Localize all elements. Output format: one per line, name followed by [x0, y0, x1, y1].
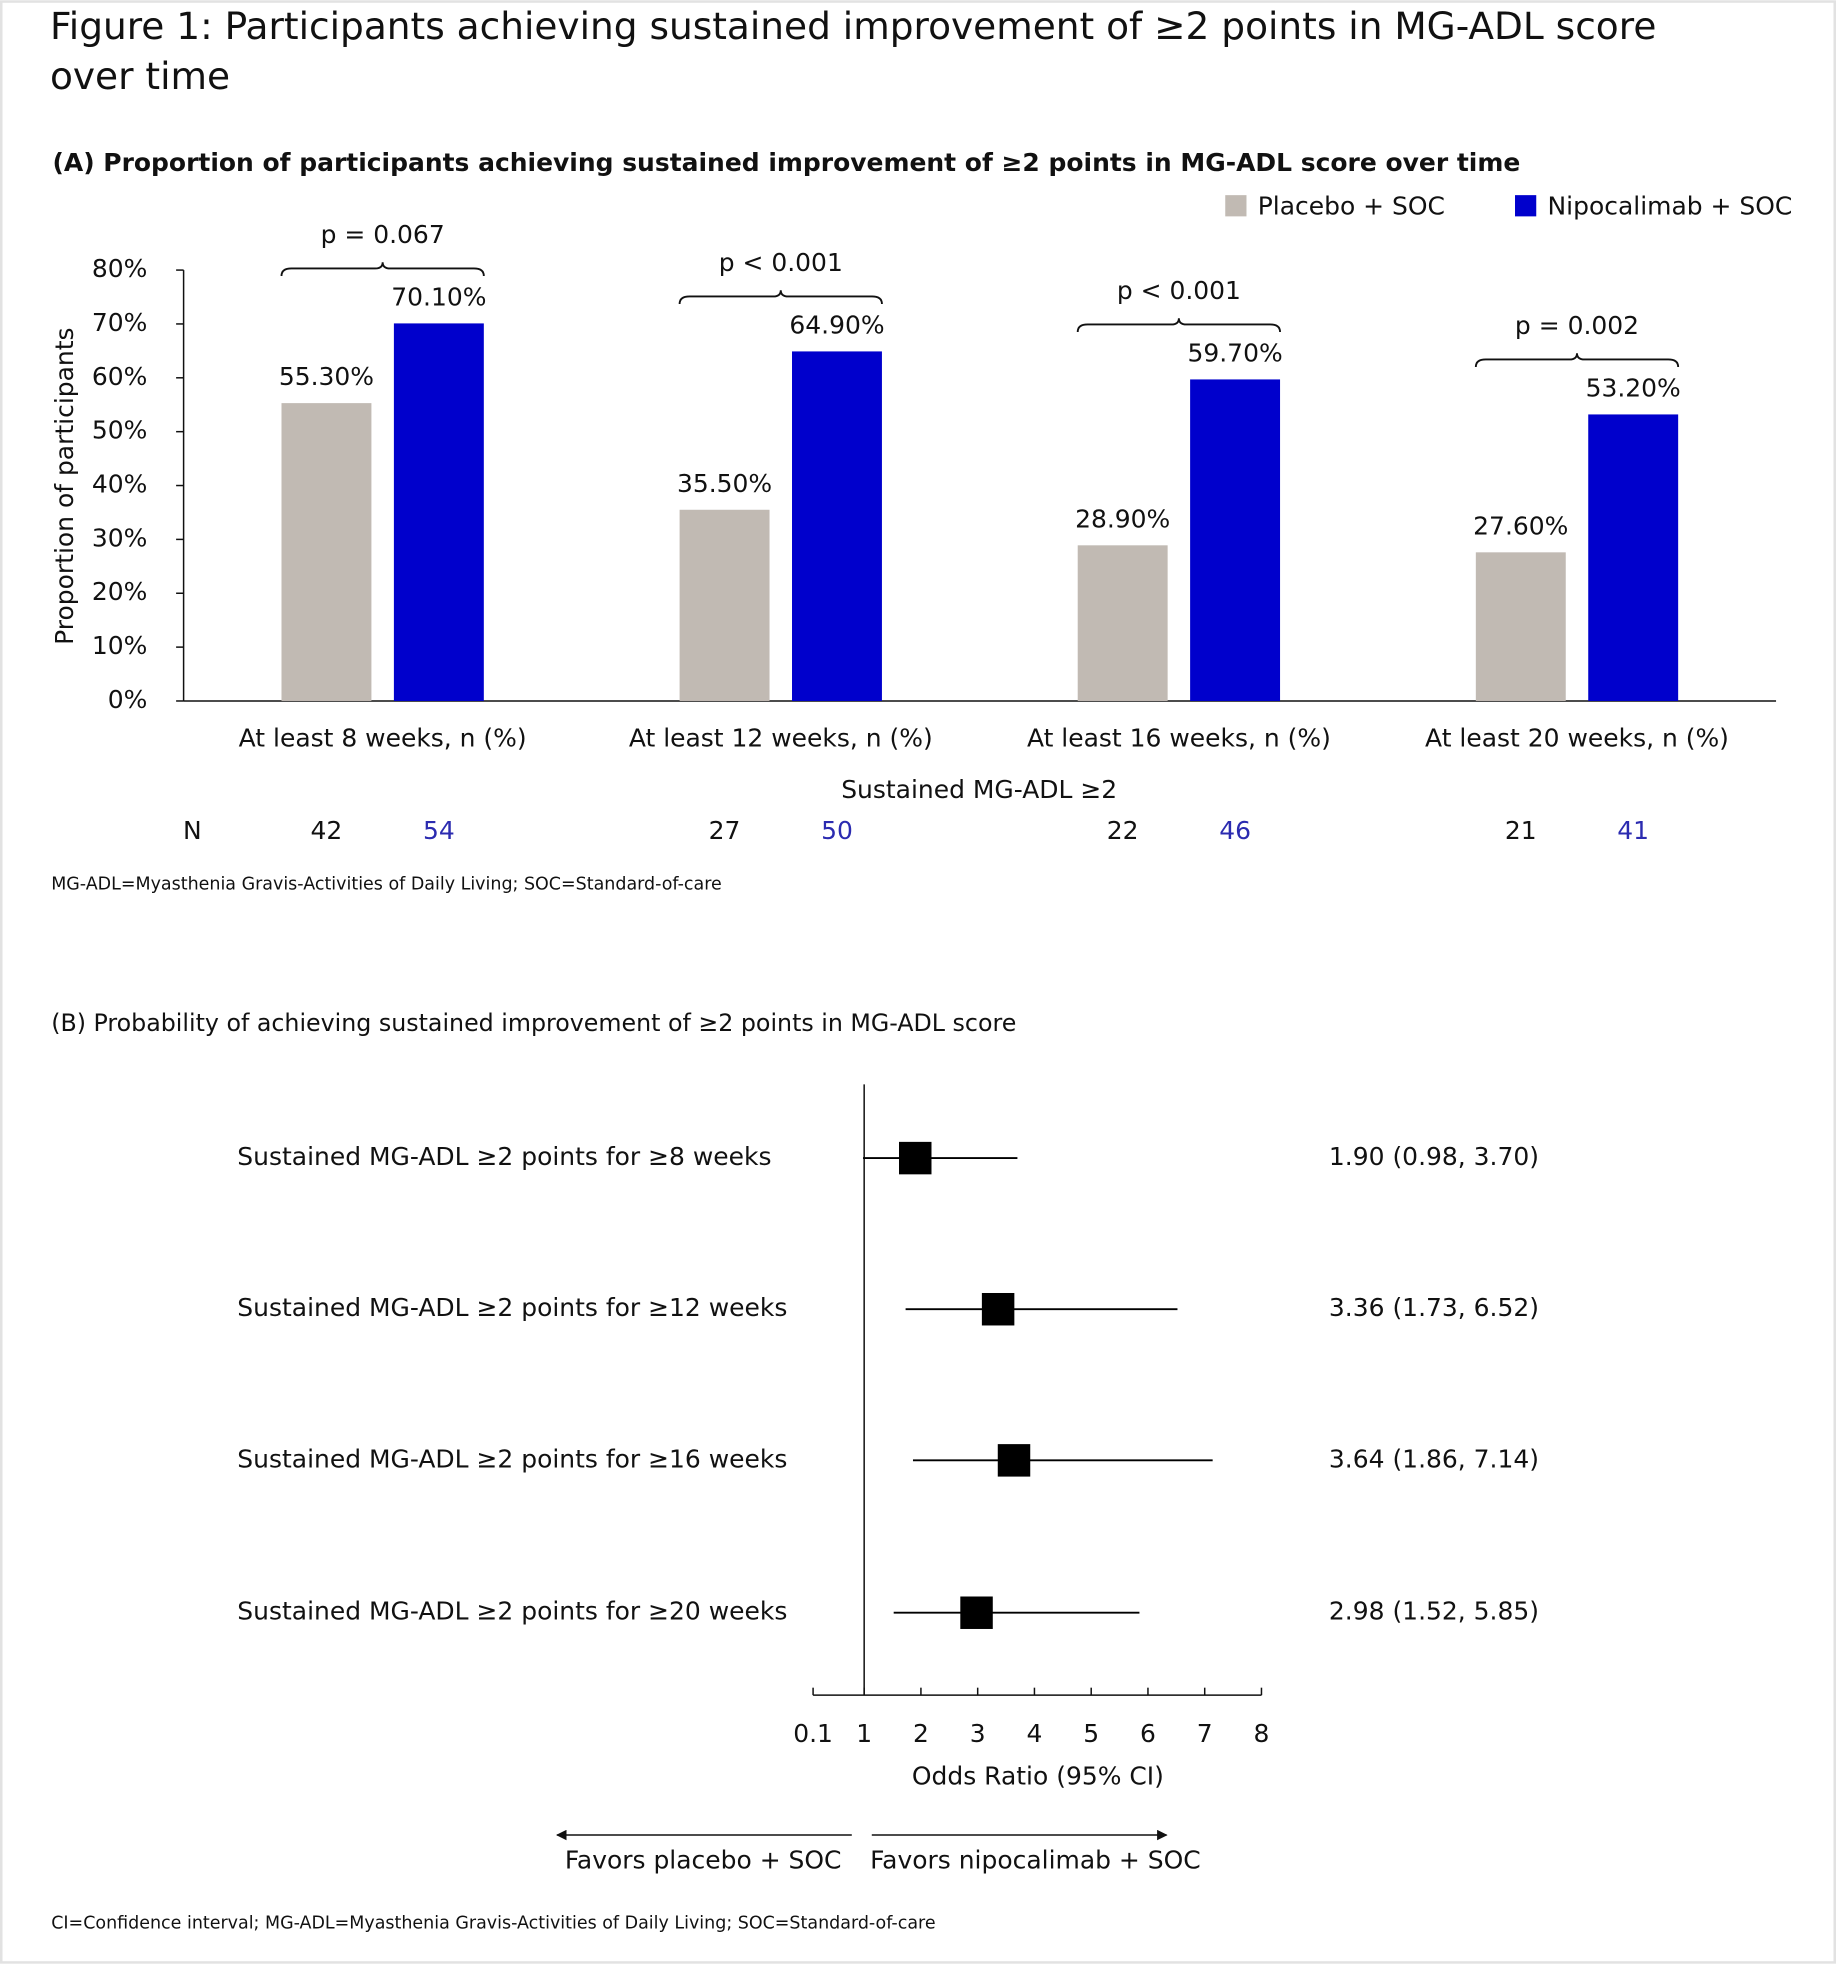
- value-label: 64.90%: [789, 310, 884, 339]
- x-tick-label: At least 8 weeks, n (%): [239, 724, 527, 753]
- p-value: p < 0.001: [719, 248, 843, 277]
- x-tick-label: 1: [856, 1719, 872, 1748]
- bar: [1588, 414, 1679, 701]
- row-label: Sustained MG-ADL ≥2 points for ≥20 weeks: [237, 1597, 787, 1626]
- n-count: 50: [821, 816, 853, 845]
- n-count: 42: [311, 816, 343, 845]
- row-label: Sustained MG-ADL ≥2 points for ≥8 weeks: [237, 1142, 771, 1171]
- footnote: MG-ADL=Myasthenia Gravis-Activities of D…: [51, 875, 722, 895]
- n-count: 27: [709, 816, 741, 845]
- legend-label: Nipocalimab + SOC: [1547, 192, 1792, 221]
- y-tick-label: 30%: [92, 523, 148, 552]
- x-axis-label: Sustained MG-ADL ≥2: [841, 775, 1117, 804]
- point-estimate: [981, 1292, 1015, 1326]
- n-count: 21: [1505, 816, 1537, 845]
- legend-label: Placebo + SOC: [1258, 192, 1445, 221]
- value-label: 55.30%: [279, 362, 374, 391]
- x-tick-label: 8: [1254, 1719, 1270, 1748]
- value-label: 59.70%: [1187, 338, 1282, 367]
- value-label: 27.60%: [1473, 511, 1568, 540]
- value-label: 53.20%: [1586, 373, 1681, 402]
- n-count: 22: [1107, 816, 1139, 845]
- value-label: 70.10%: [391, 282, 486, 311]
- x-tick-label: 5: [1083, 1719, 1099, 1748]
- y-tick-label: 60%: [92, 362, 148, 391]
- x-tick-label: At least 20 weeks, n (%): [1425, 724, 1729, 753]
- y-tick-label: 10%: [92, 631, 148, 660]
- bar: [393, 323, 484, 701]
- x-axis-label: Odds Ratio (95% CI): [912, 1762, 1164, 1791]
- x-tick-label: 3: [970, 1719, 986, 1748]
- x-tick-label: 7: [1197, 1719, 1213, 1748]
- point-estimate: [960, 1596, 993, 1629]
- point-estimate: [899, 1141, 932, 1175]
- y-tick-label: 50%: [92, 416, 148, 445]
- x-tick-label: At least 12 weeks, n (%): [629, 724, 933, 753]
- p-bracket: [1076, 318, 1281, 333]
- y-tick-label: 70%: [92, 308, 148, 337]
- direction-label: Favors placebo + SOC: [565, 1845, 842, 1874]
- estimate-label: 3.64 (1.86, 7.14): [1329, 1444, 1539, 1473]
- y-tick-label: 80%: [92, 254, 148, 283]
- direction-label: Favors nipocalimab + SOC: [870, 1845, 1201, 1874]
- y-axis-label: Proportion of participants: [50, 327, 79, 644]
- bar: [1190, 379, 1281, 701]
- y-tick-label: 20%: [92, 577, 148, 606]
- n-count: 54: [423, 816, 455, 845]
- x-tick-label: 6: [1140, 1719, 1156, 1748]
- value-label: 28.90%: [1075, 504, 1170, 533]
- point-estimate: [997, 1444, 1031, 1477]
- x-tick-label: 0.1: [793, 1719, 833, 1748]
- chart-title: (B) Probability of achieving sustained i…: [51, 1009, 1016, 1037]
- title-box: Figure 1: Participants achieving sustain…: [49, 5, 1657, 99]
- p-bracket: [678, 290, 883, 305]
- bar: [1077, 545, 1168, 701]
- x-tick-label: 2: [913, 1719, 929, 1748]
- p-value: p = 0.002: [1515, 311, 1639, 340]
- p-bracket: [1474, 353, 1680, 368]
- x-tick-label: At least 16 weeks, n (%): [1027, 724, 1331, 753]
- row-label: Sustained MG-ADL ≥2 points for ≥12 weeks: [237, 1293, 787, 1322]
- x-tick-label: 4: [1026, 1719, 1042, 1748]
- n-count: 41: [1617, 816, 1649, 845]
- y-tick-label: 40%: [92, 470, 148, 499]
- row-label: Sustained MG-ADL ≥2 points for ≥16 weeks: [237, 1444, 787, 1473]
- y-tick-label: 0%: [108, 685, 148, 714]
- bar: [679, 509, 770, 701]
- bar: [1475, 552, 1566, 701]
- legend-swatch: [1515, 195, 1537, 217]
- chart-title: (A) Proportion of participants achieving…: [52, 148, 1520, 177]
- n-label: N: [183, 816, 202, 845]
- p-bracket: [280, 262, 485, 277]
- n-count: 46: [1219, 816, 1251, 845]
- estimate-label: 2.98 (1.52, 5.85): [1329, 1597, 1539, 1626]
- estimate-label: 1.90 (0.98, 3.70): [1329, 1142, 1539, 1171]
- value-label: 35.50%: [677, 469, 772, 498]
- estimate-label: 3.36 (1.73, 6.52): [1329, 1293, 1539, 1322]
- legend-swatch: [1225, 195, 1247, 217]
- footnote: CI=Confidence interval; MG-ADL=Myastheni…: [51, 1914, 935, 1934]
- bar: [281, 403, 372, 701]
- p-value: p = 0.067: [321, 220, 445, 249]
- figure-title: Figure 1: Participants achieving sustain…: [49, 5, 1657, 99]
- bar: [792, 351, 882, 701]
- p-value: p < 0.001: [1117, 276, 1241, 305]
